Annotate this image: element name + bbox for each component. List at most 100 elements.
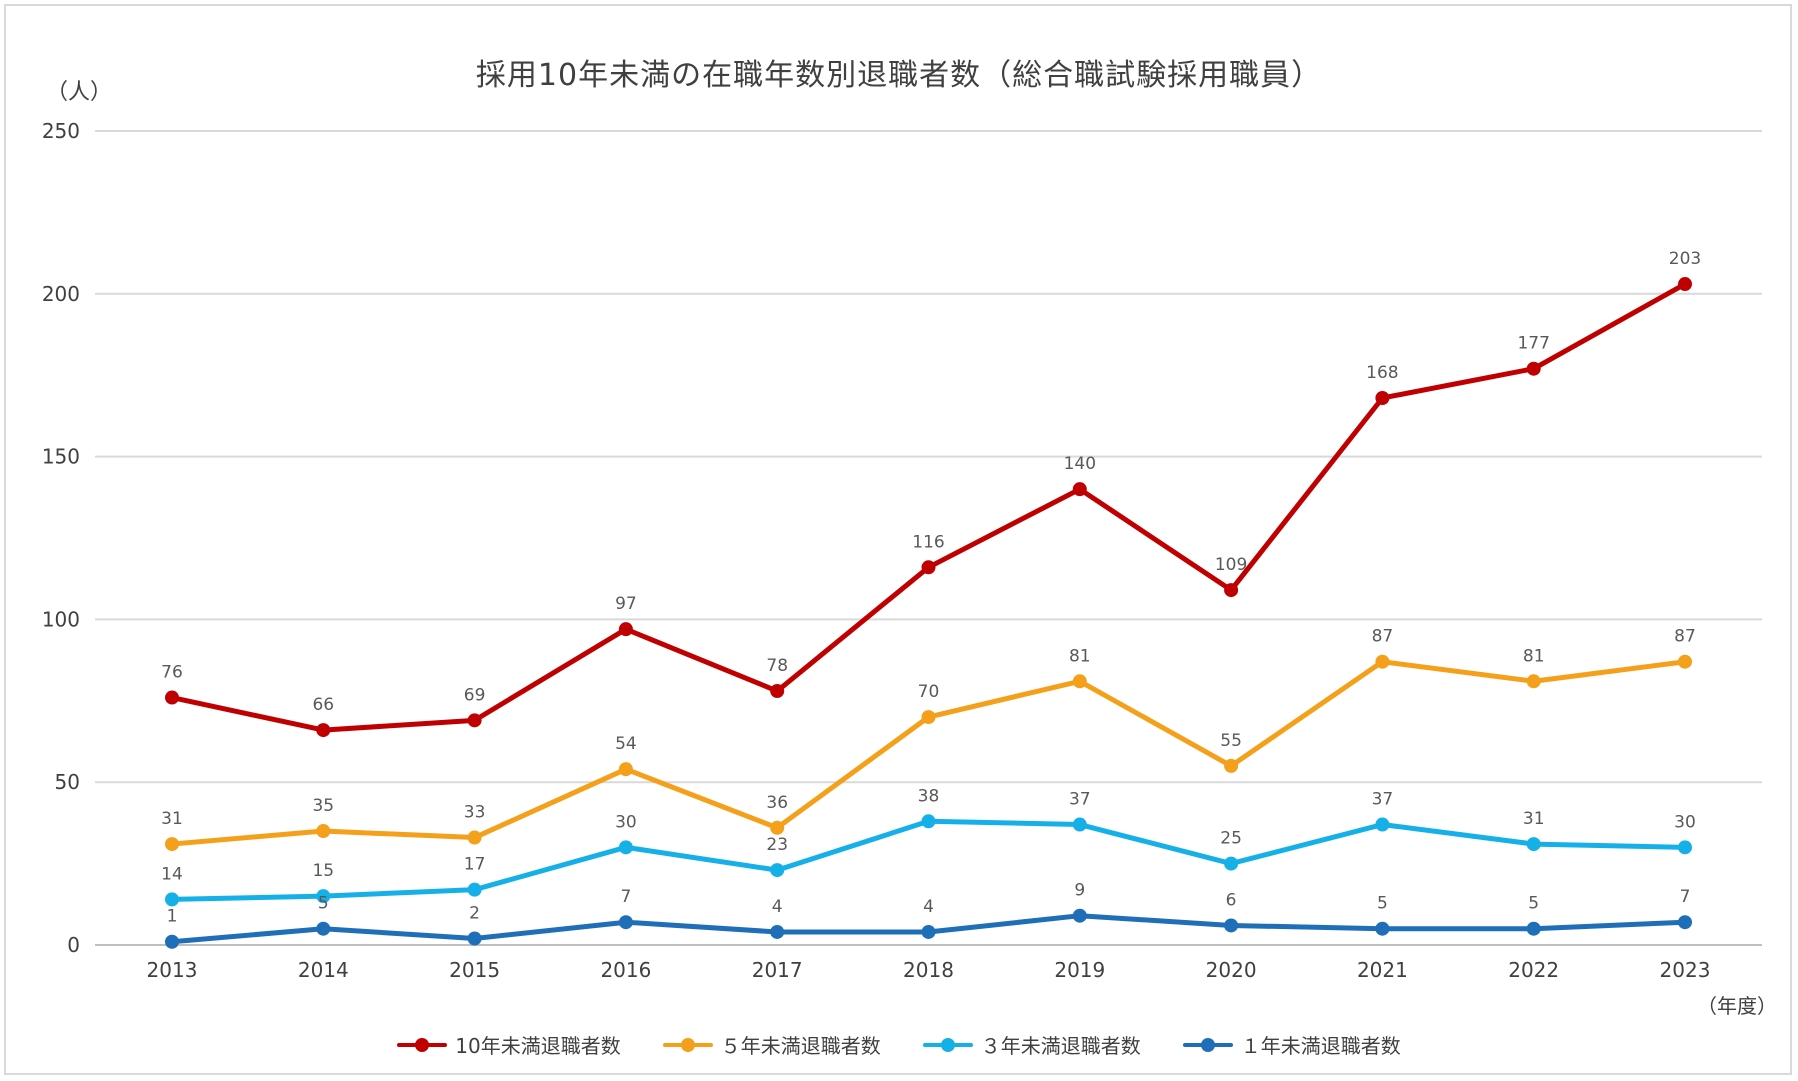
series-line-0 [169, 281, 1688, 733]
series-2-data-label-2017: 23 [766, 835, 788, 855]
series-0-data-label-2015: 69 [464, 685, 486, 705]
legend-label-2: ３年未満退職者数 [980, 1034, 1141, 1058]
series-2-point-2013 [165, 892, 179, 907]
series-2-data-label-2021: 37 [1372, 790, 1394, 810]
series-2-data-label-2023: 30 [1674, 812, 1696, 832]
x-axis-unit: （年度） [1697, 994, 1777, 1018]
y-tick-label: 200 [42, 282, 80, 306]
series-0-point-2021 [1375, 390, 1390, 405]
legend: 10年未満退職者数 ５年未満退職者数 ３年未満退職者数 １年未満退職者数 [0, 1030, 1798, 1059]
series-3-point-2014 [316, 921, 331, 936]
x-tick-label-2015: 2015 [449, 958, 500, 982]
x-tick-label-2014: 2014 [298, 958, 349, 982]
series-0-point-2018 [921, 560, 936, 575]
series-1-point-2021 [1375, 654, 1390, 669]
legend-item-1: ５年未満退職者数 [662, 1030, 881, 1059]
series-3-data-label-2013: 1 [167, 907, 178, 927]
series-1-data-label-2013: 31 [161, 809, 183, 829]
series-3-point-2019 [1072, 908, 1087, 923]
series-0-data-label-2017: 78 [766, 656, 788, 676]
y-tick-label: 250 [42, 119, 80, 143]
legend-label-0: 10年未満退職者数 [455, 1034, 621, 1058]
x-tick-label-2021: 2021 [1357, 958, 1408, 982]
series-1-data-label-2015: 33 [464, 803, 486, 823]
series-0-data-label-2019: 140 [1064, 454, 1096, 474]
legend-swatch-0 [397, 1037, 448, 1052]
series-1-point-2019 [1072, 674, 1087, 689]
series-2-point-2017 [770, 863, 785, 878]
series-2-point-2015 [467, 882, 482, 897]
x-tick-label-2020: 2020 [1206, 958, 1257, 982]
legend-item-3: １年未満退職者数 [1182, 1030, 1401, 1059]
series-1-data-label-2020: 55 [1220, 731, 1242, 751]
series-1-point-2017 [770, 820, 785, 835]
legend-item-2: ３年未満退職者数 [922, 1030, 1141, 1059]
series-0-point-2016 [618, 622, 633, 637]
series-3-point-2017 [770, 924, 785, 939]
series-2-data-label-2013: 14 [161, 864, 183, 884]
series-2-point-2018 [921, 814, 936, 829]
series-3-point-2020 [1224, 918, 1239, 933]
chart-title: 採用10年未満の在職年数別退職者数（総合職試験採用職員） [475, 58, 1323, 93]
series-0-point-2023 [1678, 277, 1692, 292]
x-tick-label-2016: 2016 [600, 958, 651, 982]
series-1-point-2018 [921, 710, 936, 725]
series-0-point-2022 [1526, 361, 1541, 376]
series-2-point-2023 [1678, 840, 1692, 855]
series-2-data-label-2014: 15 [312, 861, 334, 881]
series-1-data-label-2023: 87 [1674, 627, 1696, 647]
series-0-data-label-2018: 116 [912, 532, 944, 552]
series-1-data-label-2021: 87 [1372, 627, 1394, 647]
series-2-point-2016 [618, 840, 633, 855]
series-1-data-label-2014: 35 [312, 796, 334, 816]
series-0-data-label-2020: 109 [1215, 555, 1247, 575]
series-0-point-2014 [316, 723, 331, 738]
series-1-data-label-2019: 81 [1069, 646, 1091, 666]
series-1-data-label-2017: 36 [766, 793, 788, 813]
series-3-data-label-2017: 4 [772, 897, 783, 917]
y-tick-label: 50 [55, 770, 80, 794]
legend-label-3: １年未満退職者数 [1240, 1034, 1401, 1058]
series-2-point-2022 [1526, 837, 1541, 852]
series-3-data-label-2021: 5 [1377, 894, 1388, 914]
series-1-data-label-2016: 54 [615, 734, 637, 754]
legend-swatch-1 [662, 1037, 713, 1052]
series-3-data-label-2016: 7 [620, 887, 631, 907]
legend-item-0: 10年未満退職者数 [397, 1030, 621, 1059]
legend-label-1: ５年未満退職者数 [720, 1034, 881, 1058]
series-3-point-2021 [1375, 921, 1390, 936]
y-tick-label: 150 [42, 445, 80, 469]
series-3-data-label-2022: 5 [1528, 894, 1539, 914]
y-axis-unit: （人） [46, 80, 113, 105]
series-1-data-label-2022: 81 [1523, 646, 1545, 666]
series-1-point-2023 [1678, 654, 1692, 669]
series-1-point-2013 [165, 837, 179, 852]
series-1-data-label-2018: 70 [918, 682, 940, 702]
series-2-data-label-2022: 31 [1523, 809, 1545, 829]
series-3-data-label-2020: 6 [1226, 890, 1237, 910]
series-1-point-2020 [1224, 758, 1239, 773]
x-tick-label-2022: 2022 [1508, 958, 1559, 982]
series-2-point-2021 [1375, 817, 1390, 832]
series-3-data-label-2019: 9 [1074, 881, 1085, 901]
series-2-point-2019 [1072, 817, 1087, 832]
x-tick-label-2018: 2018 [903, 958, 954, 982]
series-3-point-2022 [1526, 921, 1541, 936]
series-3-data-label-2023: 7 [1680, 887, 1691, 907]
series-0-point-2019 [1072, 482, 1087, 497]
series-0-point-2017 [770, 684, 785, 699]
series-1-point-2022 [1526, 674, 1541, 689]
series-0-point-2015 [467, 713, 482, 728]
series-0-data-label-2022: 177 [1517, 334, 1549, 354]
series-2-data-label-2018: 38 [918, 786, 940, 806]
series-3-point-2015 [467, 931, 482, 946]
series-3-point-2018 [921, 924, 936, 939]
series-0-data-label-2014: 66 [312, 695, 334, 715]
x-tick-label-2019: 2019 [1054, 958, 1105, 982]
series-0-point-2013 [165, 690, 179, 705]
legend-swatch-3 [1182, 1037, 1233, 1052]
series-2-data-label-2019: 37 [1069, 790, 1091, 810]
series-0-data-label-2013: 76 [161, 663, 183, 683]
series-2-point-2020 [1224, 856, 1239, 871]
